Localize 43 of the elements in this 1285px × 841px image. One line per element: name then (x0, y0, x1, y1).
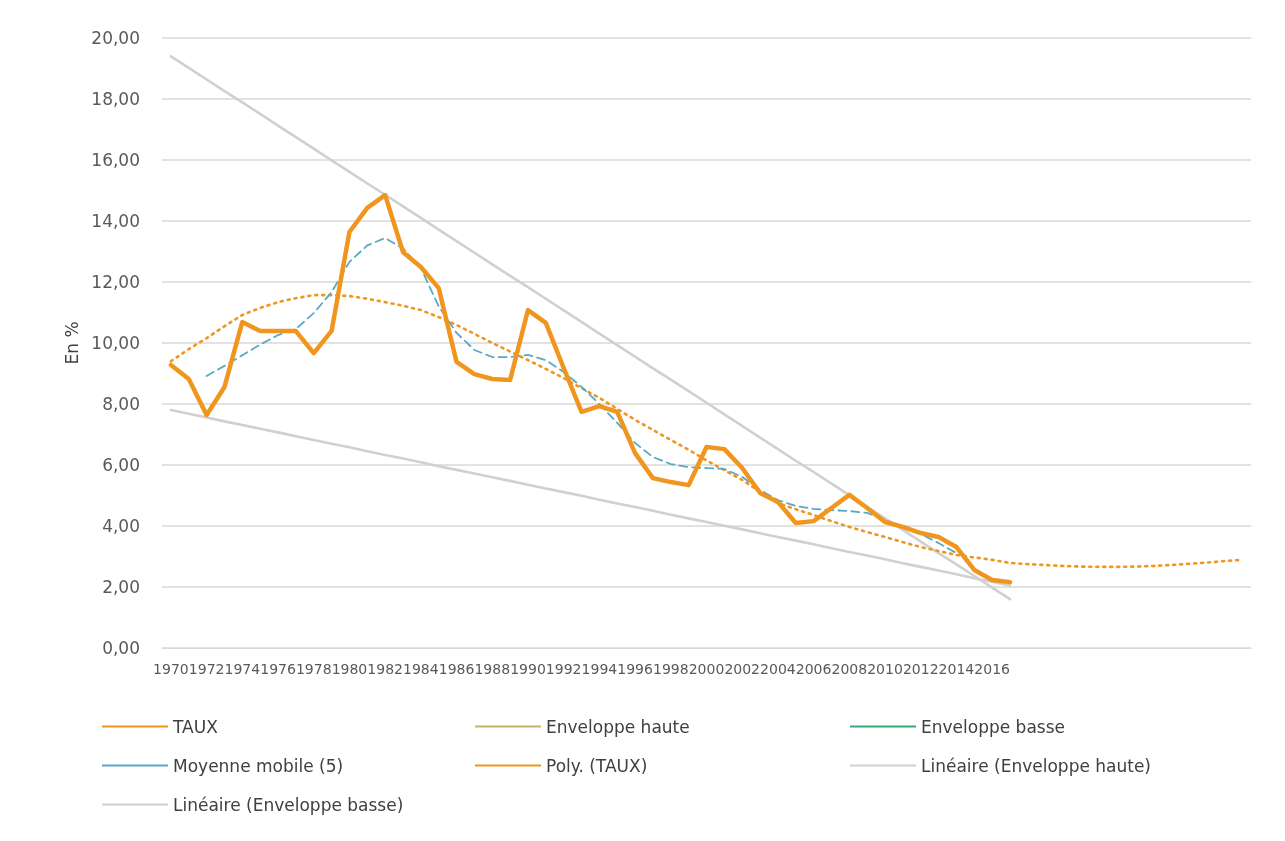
x-tick-label: 1976 (260, 661, 296, 677)
y-tick-label: 18,00 (91, 89, 140, 109)
x-tick-label: 1982 (367, 661, 403, 677)
x-tick-label: 1996 (617, 661, 653, 677)
y-tick-label: 4,00 (102, 516, 140, 536)
legend-label: Linéaire (Enveloppe haute) (921, 755, 1152, 776)
x-tick-label: 1994 (581, 661, 618, 677)
y-tick-label: 2,00 (102, 577, 140, 597)
y-tick-label: 12,00 (91, 272, 140, 292)
y-tick-label: 10,00 (91, 333, 140, 353)
y-tick-label: 0,00 (102, 638, 140, 658)
y-tick-label: 16,00 (91, 150, 140, 170)
x-tick-label: 1980 (331, 661, 368, 677)
x-tick-label: 1986 (438, 661, 475, 677)
y-tick-label: 6,00 (102, 455, 140, 475)
x-tick-label: 2010 (867, 661, 903, 677)
legend-label: Enveloppe haute (546, 716, 690, 737)
x-tick-label: 2014 (938, 661, 975, 677)
legend-label: Moyenne mobile (5) (173, 755, 344, 776)
x-tick-label: 1978 (295, 661, 332, 677)
y-tick-label: 8,00 (102, 394, 140, 414)
y-axis-title: En % (61, 321, 82, 365)
x-tick-label: 1998 (652, 661, 689, 677)
x-tick-label: 2012 (902, 661, 939, 677)
x-tick-label: 1992 (545, 661, 582, 677)
x-tick-label: 2008 (831, 661, 868, 677)
legend-label: Linéaire (Enveloppe basse) (173, 794, 404, 815)
x-tick-label: 1974 (224, 661, 261, 677)
x-tick-label: 2002 (724, 661, 761, 677)
x-tick-label: 1990 (510, 661, 546, 677)
legend-label: Poly. (TAUX) (546, 755, 648, 776)
x-tick-label: 2004 (760, 661, 796, 677)
legend-label: TAUX (172, 716, 219, 737)
y-tick-label: 14,00 (91, 211, 140, 231)
x-tick-label: 1972 (188, 661, 225, 677)
x-tick-label: 2000 (688, 661, 725, 677)
x-tick-label: 1988 (474, 661, 511, 677)
x-tick-label: 2016 (974, 661, 1011, 677)
y-tick-label: 20,00 (91, 28, 140, 48)
x-tick-label: 1970 (153, 661, 189, 677)
legend-label: Enveloppe basse (921, 716, 1065, 737)
x-tick-label: 1984 (403, 661, 439, 677)
x-tick-label: 2006 (795, 661, 832, 677)
